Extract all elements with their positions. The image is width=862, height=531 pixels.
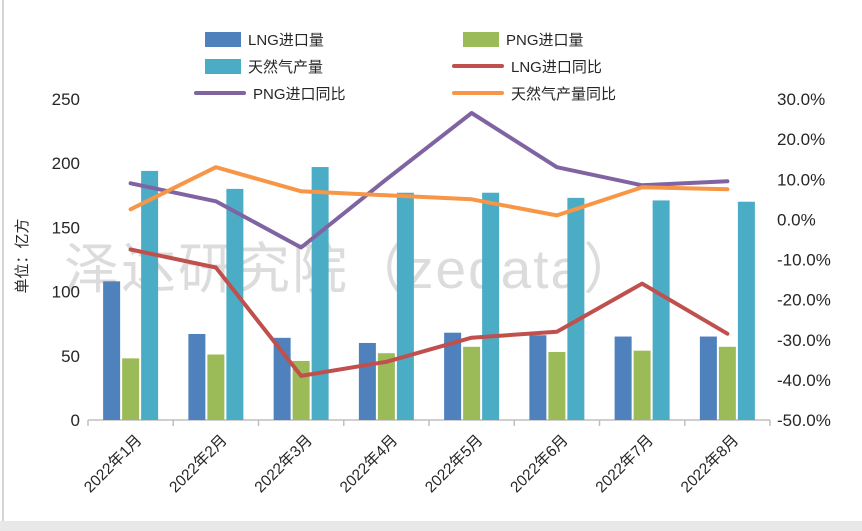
legend-label-png-imports: PNG进口量 xyxy=(506,31,584,49)
bar-png-imports-3 xyxy=(377,353,395,420)
bar-gas-production-1 xyxy=(226,188,244,420)
screen-left-edge xyxy=(2,0,4,521)
y-axis-title: 单位：亿方 xyxy=(14,218,31,294)
bar-png-imports-4 xyxy=(463,346,481,420)
bar-lng-imports-7 xyxy=(699,336,717,420)
y-axis-right-tick-label: -40.0% xyxy=(777,371,831,390)
chart-legend: LNG进口量 PNG进口量天然气产量 LNG进口同比 PNG进口同比 天然气产量同比 xyxy=(0,0,862,110)
legend-item-lng-imports: LNG进口量 xyxy=(205,31,324,49)
x-axis-category-label: 2022年4月 xyxy=(336,431,401,496)
bar-gas-production-6 xyxy=(652,200,670,420)
x-axis-category-label: 2022年3月 xyxy=(251,431,316,496)
bar-lng-imports-1 xyxy=(188,333,206,420)
bar-gas-production-0 xyxy=(141,170,159,420)
bar-lng-imports-6 xyxy=(614,336,632,420)
y-axis-left-tick-label: 50 xyxy=(61,347,80,366)
x-axis-category-label: 2022年8月 xyxy=(677,431,742,496)
legend-item-gas-production: 天然气产量 xyxy=(205,58,324,76)
y-axis-right-tick-label: -20.0% xyxy=(777,291,831,310)
legend-item-png-imports: PNG进口量 xyxy=(463,31,584,49)
bar-gas-production-5 xyxy=(567,197,585,420)
legend-label-gas-production-yoy: 天然气产量同比 xyxy=(511,85,617,103)
bar-gas-production-2 xyxy=(311,167,329,420)
legend-label-lng-imports: LNG进口量 xyxy=(248,31,324,49)
y-axis-right-tick-label: -30.0% xyxy=(777,331,831,350)
x-axis-category-label: 2022年5月 xyxy=(421,431,486,496)
screen-bottom-strip xyxy=(0,521,862,531)
legend-label-png-imports-yoy: PNG进口同比 xyxy=(253,85,346,103)
bar-gas-production-7 xyxy=(737,201,755,420)
legend-item-lng-imports-yoy: LNG进口同比 xyxy=(452,58,602,76)
line-gas-production-yoy xyxy=(128,165,730,218)
legend-item-png-imports-yoy: PNG进口同比 xyxy=(194,85,346,103)
bar-gas-production-4 xyxy=(482,192,500,420)
bar-lng-imports-0 xyxy=(103,281,121,420)
y-axis-left-tick-label: 100 xyxy=(52,283,80,302)
legend-marker-png-imports-yoy-line-icon xyxy=(194,91,246,95)
bar-lng-imports-5 xyxy=(529,335,547,420)
bar-png-imports-5 xyxy=(548,351,566,420)
legend-label-gas-production: 天然气产量 xyxy=(248,58,324,76)
y-axis-left-tick-label: 0 xyxy=(71,411,80,430)
bar-png-imports-6 xyxy=(633,350,651,420)
legend-marker-lng-imports-swatch-icon xyxy=(205,31,241,47)
x-axis-category-label: 2022年1月 xyxy=(80,431,145,496)
legend-marker-png-imports-swatch-icon xyxy=(463,31,499,47)
y-axis-left-tick-label: 200 xyxy=(52,154,80,173)
y-axis-left-tick-label: 250 xyxy=(52,90,80,109)
legend-marker-gas-production-yoy-line-icon xyxy=(452,91,504,95)
bar-png-imports-7 xyxy=(718,346,736,420)
y-axis-right-tick-label: -50.0% xyxy=(777,411,831,430)
x-axis-category-label: 2022年6月 xyxy=(507,431,572,496)
y-axis-right-tick-label: 0.0% xyxy=(777,210,816,229)
legend-marker-gas-production-swatch-icon xyxy=(205,58,241,74)
legend-item-gas-production-yoy: 天然气产量同比 xyxy=(452,85,617,103)
y-axis-right-tick-label: 20.0% xyxy=(777,130,825,149)
line-lng-imports-yoy xyxy=(128,247,730,378)
y-axis-right-tick-label: 10.0% xyxy=(777,170,825,189)
line-png-imports-yoy xyxy=(128,111,730,250)
bar-png-imports-0 xyxy=(122,358,140,420)
y-axis-left-tick-label: 150 xyxy=(52,218,80,237)
bar-lng-imports-4 xyxy=(444,332,462,420)
legend-marker-lng-imports-yoy-line-icon xyxy=(452,64,504,68)
bar-lng-imports-3 xyxy=(358,342,376,420)
legend-label-lng-imports-yoy: LNG进口同比 xyxy=(511,58,602,76)
x-axis-category-label: 2022年7月 xyxy=(592,431,657,496)
x-axis-category-label: 2022年2月 xyxy=(166,431,231,496)
bar-gas-production-3 xyxy=(396,192,414,420)
bar-png-imports-1 xyxy=(207,354,225,420)
y-axis-right-tick-label: 30.0% xyxy=(777,90,825,109)
y-axis-right-tick-label: -10.0% xyxy=(777,251,831,270)
watermark-text: 泽达研究院（zedata） xyxy=(64,238,641,300)
